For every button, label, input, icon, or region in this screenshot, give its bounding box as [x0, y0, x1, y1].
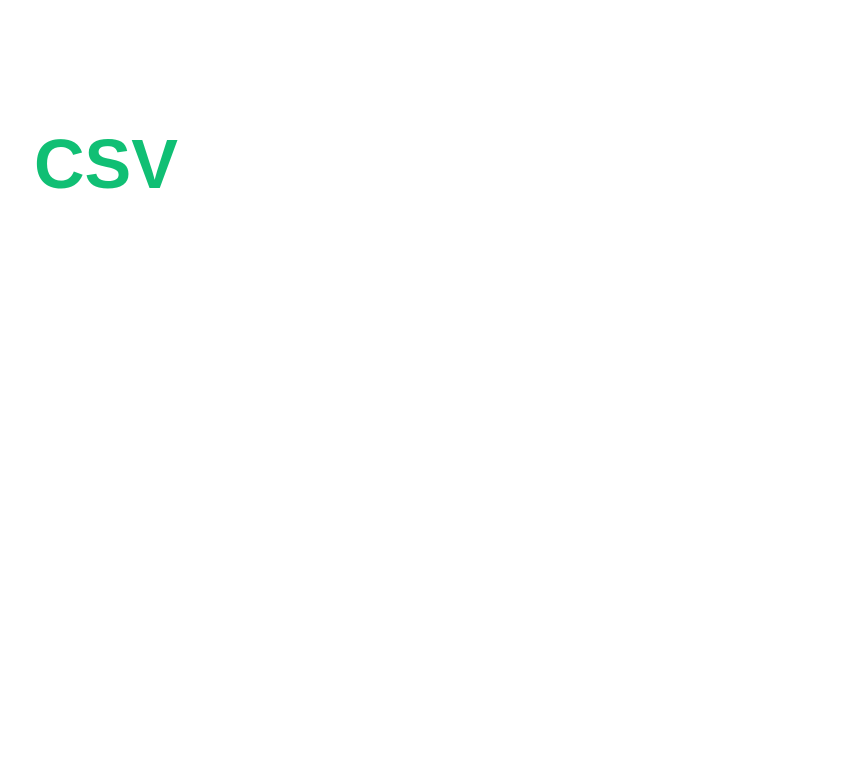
file-type-label: CSV: [34, 125, 178, 203]
